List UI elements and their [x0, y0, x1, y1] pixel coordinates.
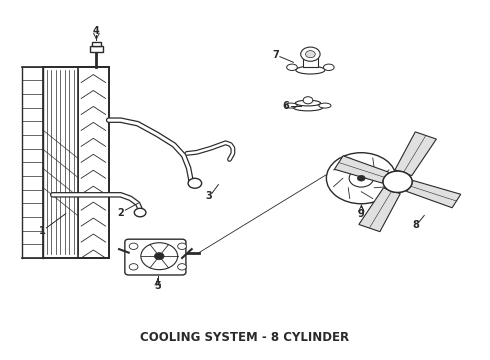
Bar — [43, 67, 109, 258]
Circle shape — [178, 243, 186, 249]
Ellipse shape — [293, 104, 323, 111]
Polygon shape — [335, 156, 389, 183]
Circle shape — [400, 186, 404, 189]
Text: 3: 3 — [205, 190, 212, 201]
Ellipse shape — [295, 100, 320, 106]
Circle shape — [392, 186, 395, 189]
Circle shape — [301, 47, 320, 61]
Text: 2: 2 — [117, 208, 124, 217]
Ellipse shape — [323, 64, 334, 71]
Text: 6: 6 — [283, 101, 290, 111]
Text: 4: 4 — [93, 26, 100, 36]
Polygon shape — [395, 132, 437, 176]
Circle shape — [188, 178, 202, 188]
Ellipse shape — [285, 103, 297, 108]
Text: COOLING SYSTEM - 8 CYLINDER: COOLING SYSTEM - 8 CYLINDER — [141, 331, 349, 344]
Circle shape — [303, 97, 313, 104]
Circle shape — [392, 175, 395, 178]
Text: 5: 5 — [154, 281, 161, 291]
Bar — [78, 67, 109, 258]
Text: 7: 7 — [272, 50, 279, 60]
Circle shape — [306, 51, 315, 58]
Bar — [90, 46, 103, 53]
Polygon shape — [406, 181, 461, 208]
Circle shape — [349, 169, 373, 187]
Text: 8: 8 — [413, 220, 419, 230]
Circle shape — [129, 264, 138, 270]
Circle shape — [357, 175, 365, 181]
Circle shape — [400, 175, 404, 178]
Ellipse shape — [287, 64, 297, 71]
Text: 1: 1 — [39, 226, 46, 237]
Circle shape — [129, 243, 138, 249]
Text: 9: 9 — [358, 209, 365, 219]
Circle shape — [387, 180, 391, 183]
Polygon shape — [359, 188, 400, 232]
Circle shape — [178, 264, 186, 270]
Ellipse shape — [296, 66, 325, 74]
FancyBboxPatch shape — [125, 239, 186, 275]
Circle shape — [404, 180, 408, 183]
Circle shape — [383, 171, 412, 192]
Circle shape — [134, 208, 146, 217]
Bar — [92, 42, 101, 46]
Bar — [303, 55, 318, 67]
Circle shape — [141, 243, 178, 270]
Circle shape — [154, 253, 164, 260]
Circle shape — [383, 171, 412, 192]
Ellipse shape — [319, 103, 331, 108]
Circle shape — [326, 153, 396, 204]
